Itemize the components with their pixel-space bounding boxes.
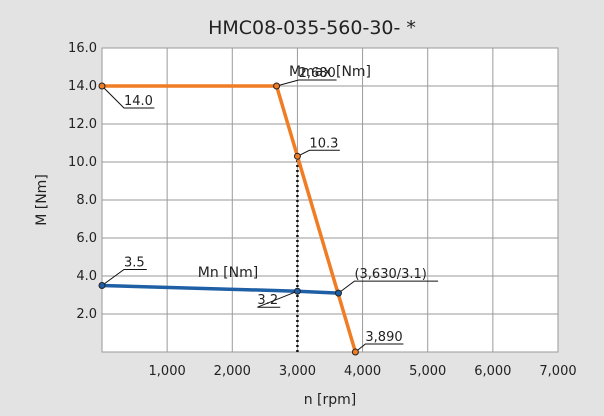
data-point-1-2 <box>334 289 342 297</box>
data-point-1-1 <box>293 287 301 295</box>
callout-line-3 <box>101 269 147 286</box>
annotation-label: 2,680 <box>299 66 336 81</box>
x-axis-label: n [rpm] <box>304 392 357 408</box>
annotation-labels: 14.0 2,680 10.3 3.5 3.2 (3,630/3.1) 3,890 <box>124 66 427 345</box>
callout-line-0 <box>101 85 155 109</box>
y-tick-label: 14.0 <box>68 79 97 94</box>
data-point-0-2 <box>293 152 301 160</box>
y-tick-label: 6.0 <box>76 231 97 246</box>
data-point-0-3 <box>351 348 359 356</box>
data-point-0-0 <box>98 82 106 90</box>
series-label-mn: Mn [Nm] <box>198 265 258 281</box>
annotation-label: 10.3 <box>309 136 338 151</box>
y-tick-label: 10.0 <box>68 155 97 170</box>
y-tick-label: 2.0 <box>76 307 97 322</box>
x-tick-label: 1,000 <box>149 364 186 379</box>
callout-lines <box>101 79 439 353</box>
annotation-label: (3,630/3.1) <box>354 267 426 282</box>
chart-title: HMC08-035-560-30- * <box>208 17 416 39</box>
x-tick-label: 6,000 <box>474 364 511 379</box>
y-tick-label: 16.0 <box>68 41 97 56</box>
x-tick-label: 5,000 <box>409 364 446 379</box>
x-tick-label: 2,000 <box>214 364 251 379</box>
x-tick-labels: 1,000 2,000 3,000 4,000 5,000 6,000 7,000 <box>149 364 577 379</box>
x-tick-label: 3,000 <box>279 364 316 379</box>
x-tick-label: 4,000 <box>344 364 381 379</box>
x-tick-label: 7,000 <box>539 364 576 379</box>
y-axis-label: M [Nm] <box>34 174 50 226</box>
callout-line-2 <box>297 149 340 157</box>
data-points <box>98 82 359 356</box>
y-tick-label: 4.0 <box>76 269 97 284</box>
y-tick-label: 8.0 <box>76 193 97 208</box>
series-label-mmax: Mmax [Nm] <box>289 64 371 80</box>
annotation-label: 3,890 <box>365 330 402 345</box>
y-tick-label: 12.0 <box>68 117 97 132</box>
callout-line-1 <box>276 79 337 87</box>
annotation-label: 14.0 <box>124 94 153 109</box>
series-line-0 <box>102 84 358 353</box>
data-point-1-0 <box>98 282 106 289</box>
callout-line-5 <box>338 280 439 294</box>
y-tick-labels: 2.0 4.0 6.0 8.0 10.0 12.0 14.0 16.0 <box>68 41 97 322</box>
callout-line-6 <box>355 343 404 353</box>
data-point-0-1 <box>273 82 281 90</box>
callout-line-4 <box>257 290 298 308</box>
annotation-label: 3.2 <box>257 293 278 308</box>
annotation-label: 3.5 <box>124 256 145 271</box>
